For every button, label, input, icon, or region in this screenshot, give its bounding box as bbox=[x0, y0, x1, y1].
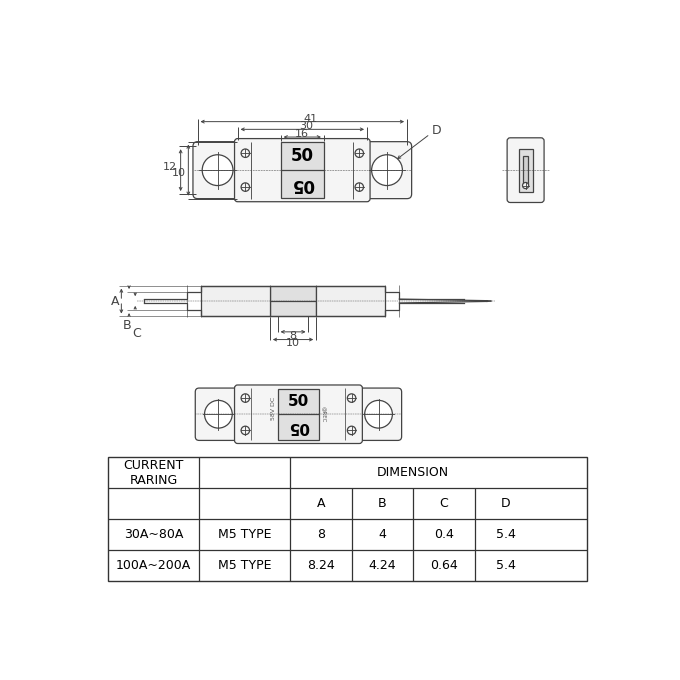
Text: M5 TYPE: M5 TYPE bbox=[218, 528, 271, 541]
FancyBboxPatch shape bbox=[507, 138, 544, 203]
Text: D: D bbox=[432, 124, 441, 137]
FancyBboxPatch shape bbox=[195, 388, 241, 441]
Text: 05: 05 bbox=[288, 420, 309, 435]
Text: C: C bbox=[439, 497, 448, 510]
Text: 0.4: 0.4 bbox=[434, 528, 454, 541]
FancyBboxPatch shape bbox=[235, 139, 370, 202]
Text: 8.24: 8.24 bbox=[307, 559, 335, 572]
Bar bbox=[519, 149, 532, 192]
Text: 05: 05 bbox=[291, 175, 313, 193]
Text: @REC: @REC bbox=[322, 406, 326, 422]
Text: 4: 4 bbox=[379, 528, 386, 541]
Text: B: B bbox=[122, 319, 131, 333]
Text: DIMENSION: DIMENSION bbox=[377, 466, 449, 479]
Circle shape bbox=[241, 426, 250, 435]
Text: 10: 10 bbox=[172, 168, 186, 178]
Circle shape bbox=[364, 401, 392, 428]
Text: 12: 12 bbox=[163, 162, 177, 172]
Circle shape bbox=[205, 401, 233, 428]
FancyBboxPatch shape bbox=[356, 388, 402, 441]
Circle shape bbox=[347, 394, 356, 403]
Text: 30: 30 bbox=[299, 121, 313, 131]
Text: M5 TYPE: M5 TYPE bbox=[218, 559, 271, 572]
FancyBboxPatch shape bbox=[362, 141, 411, 199]
Bar bbox=[316, 286, 386, 316]
Circle shape bbox=[522, 182, 528, 188]
Text: D: D bbox=[500, 497, 511, 510]
Text: B: B bbox=[378, 497, 387, 510]
Text: A: A bbox=[111, 294, 120, 307]
Circle shape bbox=[371, 155, 403, 186]
Circle shape bbox=[202, 155, 233, 186]
Text: 4.24: 4.24 bbox=[369, 559, 396, 572]
Text: 10: 10 bbox=[286, 339, 300, 348]
Text: 8: 8 bbox=[290, 330, 296, 341]
Circle shape bbox=[241, 149, 250, 158]
Text: 5.4: 5.4 bbox=[496, 528, 515, 541]
Circle shape bbox=[355, 183, 364, 191]
Bar bbox=[270, 286, 316, 316]
Bar bbox=[277, 389, 319, 440]
Text: 41: 41 bbox=[303, 114, 317, 124]
Text: A: A bbox=[316, 497, 325, 510]
Circle shape bbox=[347, 426, 356, 435]
Bar bbox=[201, 286, 270, 316]
FancyBboxPatch shape bbox=[235, 385, 362, 443]
Bar bbox=[108, 458, 588, 581]
Text: 0.64: 0.64 bbox=[430, 559, 458, 572]
Bar bbox=[281, 142, 324, 198]
Text: 8: 8 bbox=[317, 528, 325, 541]
Text: C: C bbox=[133, 327, 141, 340]
Circle shape bbox=[241, 394, 250, 403]
Text: 50: 50 bbox=[291, 148, 313, 165]
Bar bbox=[524, 156, 528, 184]
Text: 5.4: 5.4 bbox=[496, 559, 515, 572]
Text: CURRENT
RARING: CURRENT RARING bbox=[124, 459, 184, 487]
Text: 30A~80A: 30A~80A bbox=[124, 528, 184, 541]
Text: 58V DC: 58V DC bbox=[271, 396, 275, 420]
Text: 16: 16 bbox=[295, 129, 309, 139]
Circle shape bbox=[241, 183, 250, 191]
Text: 100A~200A: 100A~200A bbox=[116, 559, 191, 572]
Text: 50: 50 bbox=[288, 394, 309, 409]
Circle shape bbox=[355, 149, 364, 158]
FancyBboxPatch shape bbox=[193, 141, 242, 199]
